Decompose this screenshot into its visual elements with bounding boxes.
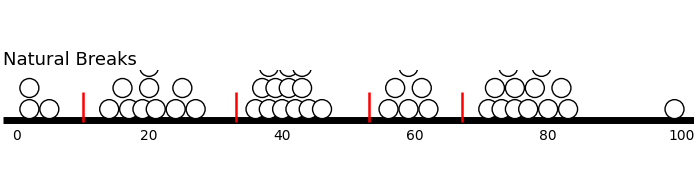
Circle shape <box>559 100 578 119</box>
Circle shape <box>20 100 39 119</box>
Circle shape <box>120 100 139 119</box>
Circle shape <box>266 79 285 98</box>
Circle shape <box>299 100 318 119</box>
Circle shape <box>386 79 405 98</box>
Circle shape <box>173 79 192 98</box>
Circle shape <box>379 100 398 119</box>
Circle shape <box>293 79 312 98</box>
Circle shape <box>399 57 418 76</box>
Circle shape <box>259 100 279 119</box>
Circle shape <box>312 100 332 119</box>
Circle shape <box>286 100 305 119</box>
Circle shape <box>293 57 312 76</box>
Text: Natural Breaks: Natural Breaks <box>3 51 136 69</box>
Circle shape <box>99 100 119 119</box>
Circle shape <box>139 79 159 98</box>
Circle shape <box>539 100 558 119</box>
Circle shape <box>499 57 518 76</box>
Circle shape <box>253 79 272 98</box>
Circle shape <box>20 79 39 98</box>
Circle shape <box>166 100 186 119</box>
Circle shape <box>552 79 571 98</box>
Circle shape <box>272 36 292 55</box>
Circle shape <box>133 100 152 119</box>
Circle shape <box>113 79 132 98</box>
Circle shape <box>479 100 498 119</box>
Circle shape <box>419 100 438 119</box>
Circle shape <box>532 57 551 76</box>
Circle shape <box>139 57 159 76</box>
Circle shape <box>279 57 298 76</box>
Circle shape <box>412 79 431 98</box>
Circle shape <box>272 100 292 119</box>
Circle shape <box>272 15 292 34</box>
Circle shape <box>486 79 505 98</box>
Circle shape <box>259 57 279 76</box>
Circle shape <box>279 79 298 98</box>
Circle shape <box>492 100 511 119</box>
Circle shape <box>246 100 265 119</box>
Circle shape <box>399 100 418 119</box>
Circle shape <box>40 100 59 119</box>
Circle shape <box>505 100 524 119</box>
Circle shape <box>665 100 684 119</box>
Circle shape <box>505 79 524 98</box>
Circle shape <box>519 100 538 119</box>
Circle shape <box>146 100 165 119</box>
Circle shape <box>186 100 205 119</box>
Circle shape <box>526 79 545 98</box>
